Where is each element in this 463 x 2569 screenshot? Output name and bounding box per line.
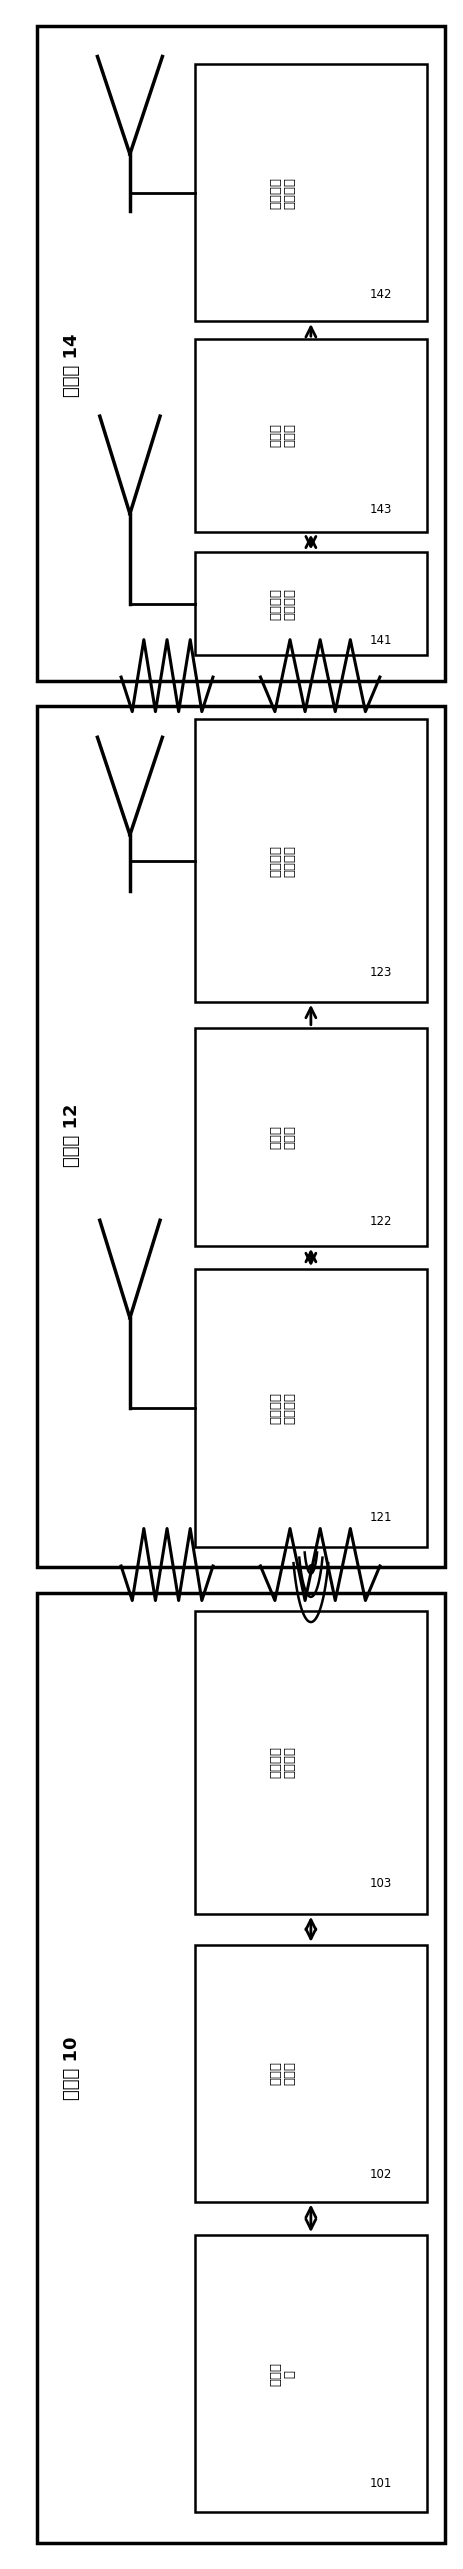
Bar — [194, 1945, 426, 2202]
Bar — [194, 1028, 426, 1246]
Bar — [37, 26, 444, 681]
Text: 第二无线
通信单元: 第二无线 通信单元 — [269, 1392, 296, 1423]
Bar — [194, 339, 426, 532]
Text: 143: 143 — [369, 504, 391, 516]
Bar — [37, 1593, 444, 2543]
Text: 第一控
制单元: 第一控 制单元 — [269, 2060, 296, 2086]
Text: 121: 121 — [369, 1511, 391, 1523]
Text: 101: 101 — [369, 2477, 391, 2489]
Bar — [194, 1269, 426, 1547]
Text: 142: 142 — [369, 288, 391, 301]
Bar — [194, 552, 426, 655]
Bar — [194, 64, 426, 321]
Text: 123: 123 — [369, 966, 391, 979]
Bar — [194, 2235, 426, 2512]
Text: 第四无线
通信单元: 第四无线 通信单元 — [269, 588, 296, 619]
Text: 检测单
元: 检测单 元 — [269, 2361, 296, 2387]
Text: 122: 122 — [369, 1215, 391, 1228]
Text: 第二控
制单元: 第二控 制单元 — [269, 1125, 296, 1148]
Text: 第三无线
通信单元: 第三无线 通信单元 — [269, 845, 296, 876]
Text: 103: 103 — [369, 1875, 391, 1891]
Text: 第一无线
通信单元: 第一无线 通信单元 — [269, 1747, 296, 1778]
Text: 中继器 12: 中继器 12 — [63, 1105, 81, 1166]
Bar — [37, 706, 444, 1567]
Text: 触发器 10: 触发器 10 — [63, 2037, 81, 2099]
Bar — [194, 719, 426, 1002]
Text: 141: 141 — [369, 635, 391, 647]
Text: 第五无线
通信单元: 第五无线 通信单元 — [269, 177, 296, 208]
Bar — [194, 1611, 426, 1914]
Text: 102: 102 — [369, 2168, 391, 2181]
Text: 第三控
制单元: 第三控 制单元 — [269, 424, 296, 447]
Text: 集中器 14: 集中器 14 — [63, 334, 81, 396]
